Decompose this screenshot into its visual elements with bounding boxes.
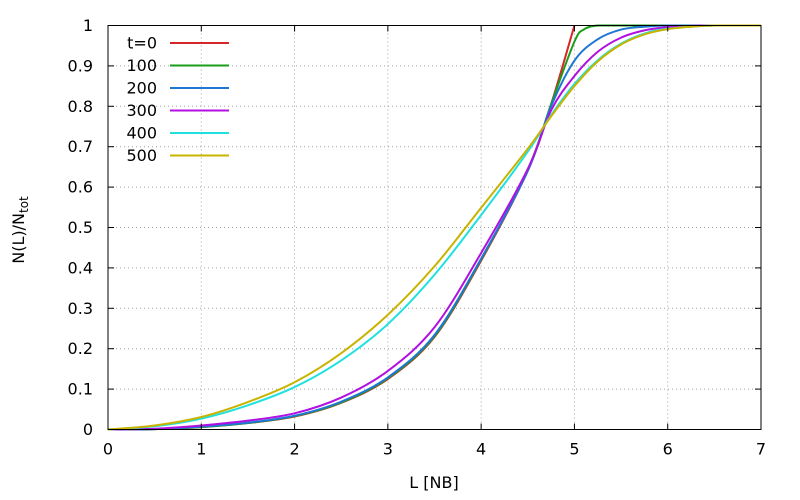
x-axis-label: L [NB] xyxy=(409,473,458,492)
x-tick-label: 5 xyxy=(569,440,579,459)
y-axis-label: N(L)/Ntot xyxy=(9,196,31,264)
y-tick-label: 0.4 xyxy=(68,258,93,277)
y-tick-label: 0 xyxy=(83,420,93,439)
legend-label-4: 300 xyxy=(126,101,157,120)
y-tick-label: 0.3 xyxy=(68,299,93,318)
x-tick-label: 1 xyxy=(196,440,206,459)
legend-label-6: 500 xyxy=(126,146,157,165)
y-tick-label: 0.8 xyxy=(68,97,93,116)
y-tick-label: 0.2 xyxy=(68,339,93,358)
x-tick-label: 3 xyxy=(383,440,393,459)
y-tick-label: 1 xyxy=(83,16,93,35)
grid xyxy=(108,25,761,430)
x-tick-label: 2 xyxy=(289,440,299,459)
legend-label-1: t=0 xyxy=(127,34,157,53)
y-tick-label: 0.7 xyxy=(68,137,93,156)
x-tick-label: 6 xyxy=(663,440,673,459)
y-tick-label: 0.6 xyxy=(68,178,93,197)
legend-label-2: 100 xyxy=(126,56,157,75)
series-line-6 xyxy=(107,24,761,431)
y-tick-label: 0.1 xyxy=(68,380,93,399)
y-axis-label-main: N(L)/N xyxy=(9,213,28,264)
y-tick-label: 0.9 xyxy=(68,56,93,75)
series-group xyxy=(107,24,761,431)
series-line-2 xyxy=(107,24,761,431)
x-tick-label: 4 xyxy=(476,440,486,459)
legend-label-5: 400 xyxy=(126,124,157,143)
series-line-4 xyxy=(107,24,761,431)
y-axis-label-sub: tot xyxy=(17,196,31,213)
series-line-5 xyxy=(107,24,761,431)
legend: t=0 100 200 300 400 500 xyxy=(126,34,229,165)
x-tick-label: 7 xyxy=(756,440,766,459)
series-line-3 xyxy=(107,24,761,431)
y-tick-label: 0.5 xyxy=(68,218,93,237)
x-tick-label: 0 xyxy=(103,440,113,459)
legend-label-3: 200 xyxy=(126,79,157,98)
plot-frame xyxy=(107,25,762,430)
ticks: 0 1 2 3 4 5 6 7 0 0.1 0.2 0.3 0.4 0.5 0.6 0.7 0.8 0.9 1 xyxy=(68,16,767,459)
